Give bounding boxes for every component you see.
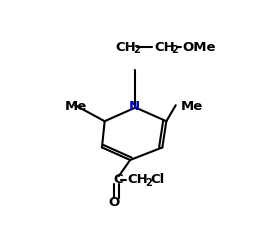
Text: Cl: Cl [150, 173, 164, 186]
Text: 2: 2 [172, 45, 179, 55]
Text: 2: 2 [133, 45, 140, 55]
Text: O: O [108, 196, 119, 209]
Text: Me: Me [181, 100, 203, 113]
Text: CH: CH [127, 173, 148, 186]
Text: C: C [114, 173, 123, 186]
Text: N: N [129, 100, 140, 113]
Text: CH: CH [154, 40, 175, 54]
Text: Me: Me [64, 100, 87, 113]
Text: 2: 2 [145, 178, 152, 188]
Text: CH: CH [115, 40, 136, 54]
Text: OMe: OMe [182, 40, 216, 54]
